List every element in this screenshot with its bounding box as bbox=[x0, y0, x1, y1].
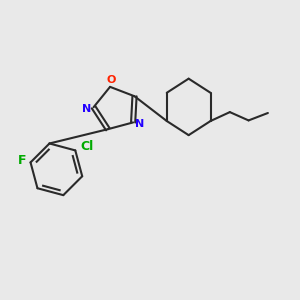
Text: Cl: Cl bbox=[80, 140, 93, 153]
Text: F: F bbox=[18, 154, 26, 166]
Text: N: N bbox=[135, 119, 144, 129]
Text: N: N bbox=[82, 104, 91, 114]
Text: O: O bbox=[107, 75, 116, 85]
